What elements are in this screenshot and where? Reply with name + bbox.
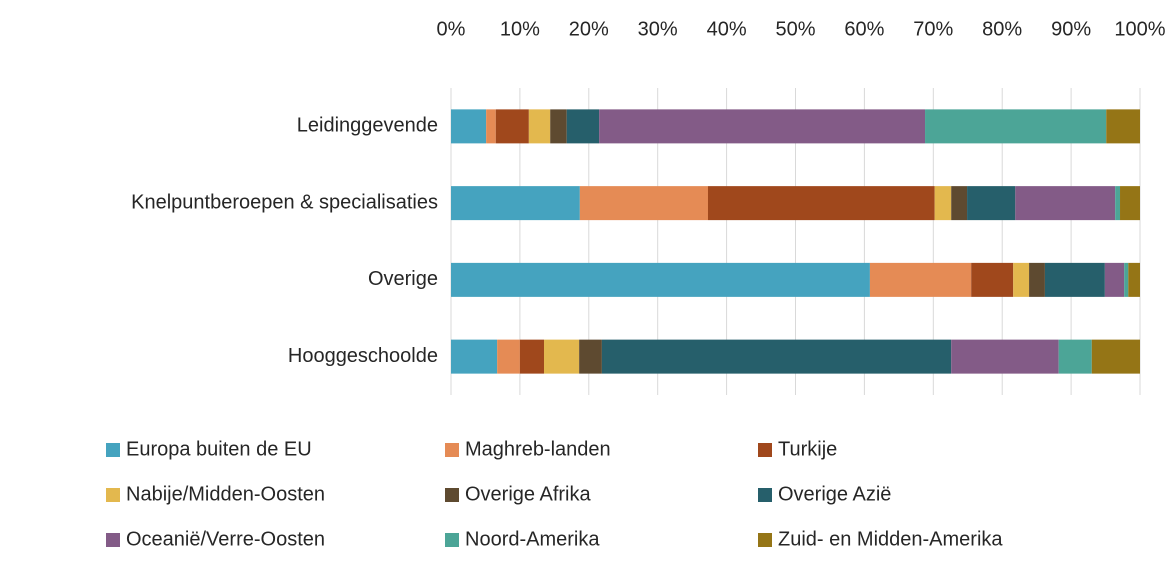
bar-segment [1120,186,1140,221]
bar-segment [1091,339,1140,374]
bar-segment [601,339,952,374]
bar-segment [971,262,1014,297]
legend-swatch [758,533,772,547]
bar-segment [869,262,972,297]
bar-segment [1029,262,1045,297]
y-tick-label: Leidinggevende [297,115,438,137]
x-tick-label: 50% [775,18,815,40]
bar-segment [1013,262,1030,297]
legend-swatch [445,488,459,502]
bar-segment [451,339,498,374]
x-tick-label: 30% [638,18,678,40]
bar-segment [519,339,545,374]
legend-label: Nabije/Midden-Oosten [126,483,325,505]
bar-segment [550,109,567,144]
bar-segment [1115,186,1121,221]
x-tick-label: 10% [500,18,540,40]
bar-segment [495,109,529,144]
bar-segment [579,339,602,374]
legend-swatch [445,533,459,547]
x-tick-label: 90% [1051,18,1091,40]
legend-label: Turkije [778,438,837,460]
bar-segment [925,109,1107,144]
bar-segment [528,109,551,144]
bar-segment [451,262,870,297]
bar-segment [1015,186,1116,221]
bar-segment [451,186,580,221]
legend-label: Maghreb-landen [465,438,611,460]
bar-segment [566,109,600,144]
bar-segment [497,339,520,374]
legend-label: Noord-Amerika [465,528,600,550]
x-tick-label: 40% [707,18,747,40]
bar-segment [1106,109,1140,144]
bar-segment [934,186,952,221]
bar-segment [544,339,580,374]
bar-segment [1058,339,1092,374]
legend-label: Overige Azië [778,483,891,505]
bar-segment [1124,262,1129,297]
y-tick-label: Hooggeschoolde [288,345,438,367]
bar-segment [707,186,935,221]
bar-segment [1044,262,1105,297]
legend-label: Overige Afrika [465,483,591,505]
legend-label: Zuid- en Midden-Amerika [778,528,1003,550]
bar-segment [1104,262,1125,297]
x-tick-label: 0% [437,18,466,40]
x-tick-label: 60% [844,18,884,40]
bar-segment [967,186,1016,221]
y-tick-label: Overige [368,268,438,290]
legend-label: Europa buiten de EU [126,438,312,460]
y-tick-label: Knelpuntberoepen & specialisaties [131,191,438,213]
x-tick-label: 80% [982,18,1022,40]
bar-segment [486,109,496,144]
legend-swatch [445,443,459,457]
bar-segment [579,186,708,221]
legend-swatch [106,488,120,502]
legend-swatch [106,533,120,547]
bar-segment [951,339,1059,374]
legend-swatch [106,443,120,457]
legend-swatch [758,488,772,502]
bar-segment [951,186,968,221]
bar-segment [451,109,487,144]
x-tick-label: 70% [913,18,953,40]
x-tick-label: 20% [569,18,609,40]
legend-label: Oceanië/Verre-Oosten [126,528,325,550]
legend-swatch [758,443,772,457]
x-tick-label: 100% [1114,18,1165,40]
bar-segment [1128,262,1140,297]
bar-segment [599,109,926,144]
